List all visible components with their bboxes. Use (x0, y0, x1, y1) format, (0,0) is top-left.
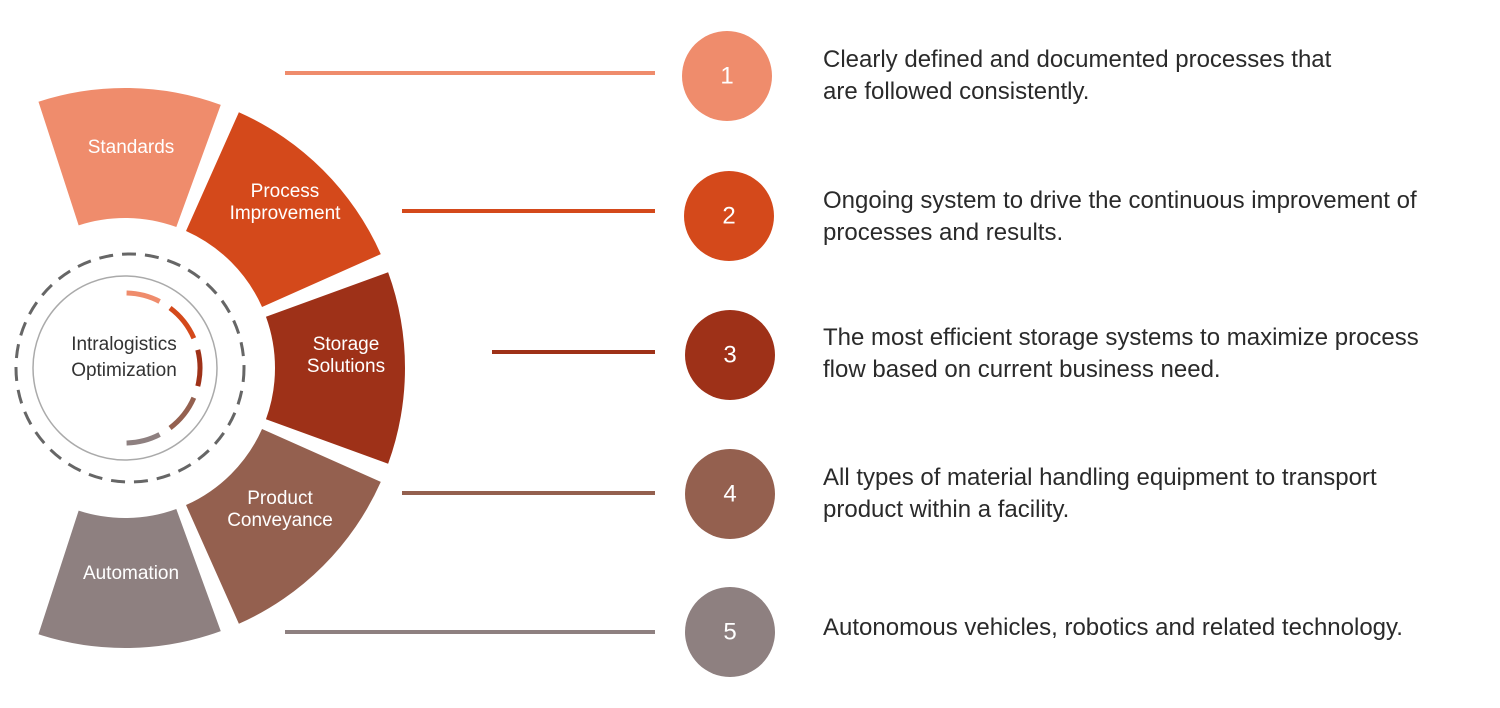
step-number-circle-4 (685, 449, 775, 539)
step-number: 3 (723, 342, 736, 369)
segment-label: Conveyance (227, 510, 333, 531)
step-description-3: The most efficient storage systems to ma… (823, 322, 1493, 386)
segment-label: Improvement (230, 203, 342, 224)
inner-arc-4 (168, 396, 197, 430)
description-line: are followed consistently. (823, 78, 1090, 105)
center-label-line2: Optimization (71, 360, 177, 381)
inner-arc-2 (168, 306, 197, 340)
inner-arc-1 (126, 290, 161, 304)
dashed-ring (14, 252, 246, 484)
center-circle (32, 275, 218, 461)
step-number-circle-1 (682, 31, 772, 121)
segment-label: Storage (313, 334, 380, 355)
step-description-4: All types of material handling equipment… (823, 462, 1493, 526)
segment-label: Solutions (307, 356, 385, 377)
inner-arc-3 (195, 349, 203, 387)
description-line: The most efficient storage systems to ma… (823, 324, 1419, 351)
description-line: Ongoing system to drive the continuous i… (823, 187, 1417, 214)
segment-label: Standards (88, 137, 175, 158)
step-description-5: Autonomous vehicles, robotics and relate… (823, 612, 1493, 644)
description-line: flow based on current business need. (823, 356, 1221, 383)
description-line: All types of material handling equipment… (823, 464, 1377, 491)
description-line: Clearly defined and documented processes… (823, 46, 1332, 73)
segment-standards (38, 88, 221, 228)
description-line: product within a facility. (823, 496, 1070, 523)
step-number: 1 (720, 63, 733, 90)
segment-process-improvement (186, 112, 381, 307)
step-number-circle-5 (685, 587, 775, 677)
step-number-circle-3 (685, 310, 775, 400)
segment-automation (38, 508, 221, 648)
step-description-2: Ongoing system to drive the continuous i… (823, 185, 1493, 249)
segment-storage-solutions (265, 272, 405, 464)
step-number: 2 (722, 203, 735, 230)
step-number: 4 (723, 481, 736, 508)
description-line: processes and results. (823, 219, 1064, 246)
step-number-circle-2 (684, 171, 774, 261)
description-line: Autonomous vehicles, robotics and relate… (823, 614, 1403, 641)
segment-label: Automation (83, 563, 179, 584)
center-label-line1: Intralogistics (71, 334, 177, 355)
segment-label: Process (251, 181, 320, 202)
inner-arc-5 (126, 432, 161, 446)
segment-product-conveyance (186, 429, 381, 624)
step-number: 5 (723, 619, 736, 646)
step-description-1: Clearly defined and documented processes… (823, 44, 1493, 108)
segment-label: Product (247, 488, 313, 509)
